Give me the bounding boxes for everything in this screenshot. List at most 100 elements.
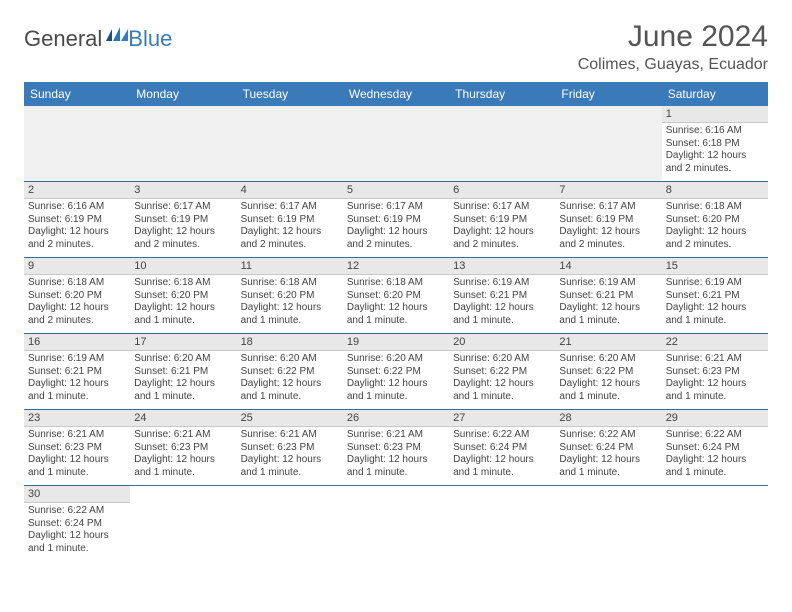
sunrise-text: Sunrise: 6:18 AM	[347, 277, 445, 290]
day-cell: 16Sunrise: 6:19 AMSunset: 6:21 PMDayligh…	[24, 334, 130, 410]
daylight-text: Daylight: 12 hours and 1 minute.	[241, 454, 339, 479]
day-number: 16	[28, 336, 126, 349]
day-header: Saturday	[662, 82, 768, 106]
day-number: 28	[559, 412, 657, 425]
day-cell: 27Sunrise: 6:22 AMSunset: 6:24 PMDayligh…	[449, 410, 555, 486]
day-cell: 25Sunrise: 6:21 AMSunset: 6:23 PMDayligh…	[237, 410, 343, 486]
sunrise-text: Sunrise: 6:18 AM	[241, 277, 339, 290]
sunrise-text: Sunrise: 6:21 AM	[347, 429, 445, 442]
day-header: Friday	[555, 82, 661, 106]
week-row: 9Sunrise: 6:18 AMSunset: 6:20 PMDaylight…	[24, 258, 768, 334]
day-content: Sunrise: 6:20 AMSunset: 6:21 PMDaylight:…	[134, 353, 232, 403]
logo-text-sub: Blue	[128, 26, 172, 52]
day-cell: 15 Sunrise: 6:19 AMSunset: 6:21 PMDayligh…	[662, 258, 768, 334]
daylight-text: Daylight: 12 hours and 1 minute.	[453, 302, 551, 327]
day-cell	[662, 486, 768, 562]
daylight-text: Daylight: 12 hours and 1 minute.	[241, 302, 339, 327]
daylight-text: Daylight: 12 hours and 1 minute.	[666, 378, 764, 403]
sunset-text: Sunset: 6:21 PM	[453, 290, 551, 303]
day-cell: 7Sunrise: 6:17 AMSunset: 6:19 PMDaylight…	[555, 182, 661, 258]
sunrise-text: Sunrise: 6:16 AM	[28, 201, 126, 214]
calendar-table: Sunday Monday Tuesday Wednesday Thursday…	[24, 82, 768, 561]
day-number: 17	[134, 336, 232, 349]
sunset-text: Sunset: 6:23 PM	[347, 442, 445, 455]
day-content: Sunrise: 6:17 AMSunset: 6:19 PMDaylight:…	[241, 201, 339, 251]
sunset-text: Sunset: 6:23 PM	[134, 442, 232, 455]
day-cell: 9 Sunrise: 6:18 AMSunset: 6:20 PMDaylight…	[24, 258, 130, 334]
day-header: Sunday	[24, 82, 130, 106]
logo-text-main: General	[24, 26, 102, 52]
sunrise-text: Sunrise: 6:17 AM	[134, 201, 232, 214]
sunrise-text: Sunrise: 6:22 AM	[559, 429, 657, 442]
sunset-text: Sunset: 6:23 PM	[666, 366, 764, 379]
daylight-text: Daylight: 12 hours and 2 minutes.	[666, 150, 764, 175]
day-cell: 10Sunrise: 6:18 AMSunset: 6:20 PMDayligh…	[130, 258, 236, 334]
daylight-text: Daylight: 12 hours and 2 minutes.	[666, 226, 764, 251]
day-header-row: Sunday Monday Tuesday Wednesday Thursday…	[24, 82, 768, 106]
sunrise-text: Sunrise: 6:16 AM	[666, 125, 764, 138]
day-cell: 5Sunrise: 6:17 AMSunset: 6:19 PMDaylight…	[343, 182, 449, 258]
sunrise-text: Sunrise: 6:20 AM	[559, 353, 657, 366]
day-cell: 29 Sunrise: 6:22 AMSunset: 6:24 PMDayligh…	[662, 410, 768, 486]
day-cell: 4 Sunrise: 6:17 AMSunset: 6:19 PMDaylight…	[237, 182, 343, 258]
sunrise-text: Sunrise: 6:22 AM	[666, 429, 764, 442]
day-number: 10	[134, 260, 232, 273]
sunset-text: Sunset: 6:24 PM	[666, 442, 764, 455]
sunrise-text: Sunrise: 6:17 AM	[559, 201, 657, 214]
daylight-text: Daylight: 12 hours and 1 minute.	[666, 454, 764, 479]
day-cell: 30Sunrise: 6:22 AMSunset: 6:24 PMDayligh…	[24, 486, 130, 562]
day-content: Sunrise: 6:17 AMSunset: 6:19 PMDaylight:…	[453, 201, 551, 251]
week-row: 1Sunrise: 6:16 AMSunset: 6:18 PMDaylight…	[24, 106, 768, 182]
daylight-text: Daylight: 12 hours and 1 minute.	[559, 454, 657, 479]
day-content: Sunrise: 6:20 AMSunset: 6:22 PMDaylight:…	[241, 353, 339, 403]
day-number: 9	[28, 260, 126, 273]
week-row: 2Sunrise: 6:16 AMSunset: 6:19 PMDaylight…	[24, 182, 768, 258]
sunset-text: Sunset: 6:20 PM	[241, 290, 339, 303]
flag-icon	[106, 27, 128, 43]
day-cell	[343, 106, 449, 182]
sunrise-text: Sunrise: 6:20 AM	[134, 353, 232, 366]
day-cell: 8Sunrise: 6:18 AMSunset: 6:20 PMDaylight…	[662, 182, 768, 258]
sunset-text: Sunset: 6:19 PM	[453, 214, 551, 227]
day-header: Wednesday	[343, 82, 449, 106]
daylight-text: Daylight: 12 hours and 2 minutes.	[559, 226, 657, 251]
day-content: Sunrise: 6:18 AMSunset: 6:20 PMDaylight:…	[28, 277, 126, 327]
day-cell	[130, 106, 236, 182]
day-cell: 11Sunrise: 6:18 AMSunset: 6:20 PMDayligh…	[237, 258, 343, 334]
daylight-text: Daylight: 12 hours and 1 minute.	[134, 302, 232, 327]
sunset-text: Sunset: 6:19 PM	[241, 214, 339, 227]
daylight-text: Daylight: 12 hours and 1 minute.	[559, 302, 657, 327]
day-content: Sunrise: 6:19 AMSunset: 6:21 PMDaylight:…	[453, 277, 551, 327]
day-cell: 23Sunrise: 6:21 AMSunset: 6:23 PMDayligh…	[24, 410, 130, 486]
day-cell: 17 Sunrise: 6:20 AMSunset: 6:21 PMDayligh…	[130, 334, 236, 410]
day-content: Sunrise: 6:22 AMSunset: 6:24 PMDaylight:…	[28, 505, 126, 555]
daylight-text: Daylight: 12 hours and 1 minute.	[347, 378, 445, 403]
sunrise-text: Sunrise: 6:22 AM	[453, 429, 551, 442]
day-cell: 13Sunrise: 6:19 AMSunset: 6:21 PMDayligh…	[449, 258, 555, 334]
day-number: 29	[666, 412, 764, 425]
day-cell	[449, 106, 555, 182]
sunset-text: Sunset: 6:20 PM	[347, 290, 445, 303]
day-number: 20	[453, 336, 551, 349]
sunset-text: Sunset: 6:21 PM	[28, 366, 126, 379]
sunrise-text: Sunrise: 6:19 AM	[559, 277, 657, 290]
day-number: 15	[666, 260, 764, 273]
day-content: Sunrise: 6:18 AMSunset: 6:20 PMDaylight:…	[666, 201, 764, 251]
day-cell: 14Sunrise: 6:19 AMSunset: 6:21 PMDayligh…	[555, 258, 661, 334]
day-number: 4	[241, 184, 339, 197]
day-cell: 6Sunrise: 6:17 AMSunset: 6:19 PMDaylight…	[449, 182, 555, 258]
daylight-text: Daylight: 12 hours and 1 minute.	[134, 378, 232, 403]
sunset-text: Sunset: 6:21 PM	[666, 290, 764, 303]
week-row: 16Sunrise: 6:19 AMSunset: 6:21 PMDayligh…	[24, 334, 768, 410]
logo: General Blue	[24, 26, 172, 52]
sunset-text: Sunset: 6:19 PM	[134, 214, 232, 227]
day-number: 18	[241, 336, 339, 349]
day-content: Sunrise: 6:16 AMSunset: 6:19 PMDaylight:…	[28, 201, 126, 251]
sunset-text: Sunset: 6:19 PM	[347, 214, 445, 227]
daylight-text: Daylight: 12 hours and 1 minute.	[241, 378, 339, 403]
sunrise-text: Sunrise: 6:21 AM	[134, 429, 232, 442]
day-cell: 24Sunrise: 6:21 AMSunset: 6:23 PMDayligh…	[130, 410, 236, 486]
day-cell: 1Sunrise: 6:16 AMSunset: 6:18 PMDaylight…	[662, 106, 768, 182]
day-cell	[237, 106, 343, 182]
day-content: Sunrise: 6:19 AMSunset: 6:21 PMDaylight:…	[666, 277, 764, 327]
